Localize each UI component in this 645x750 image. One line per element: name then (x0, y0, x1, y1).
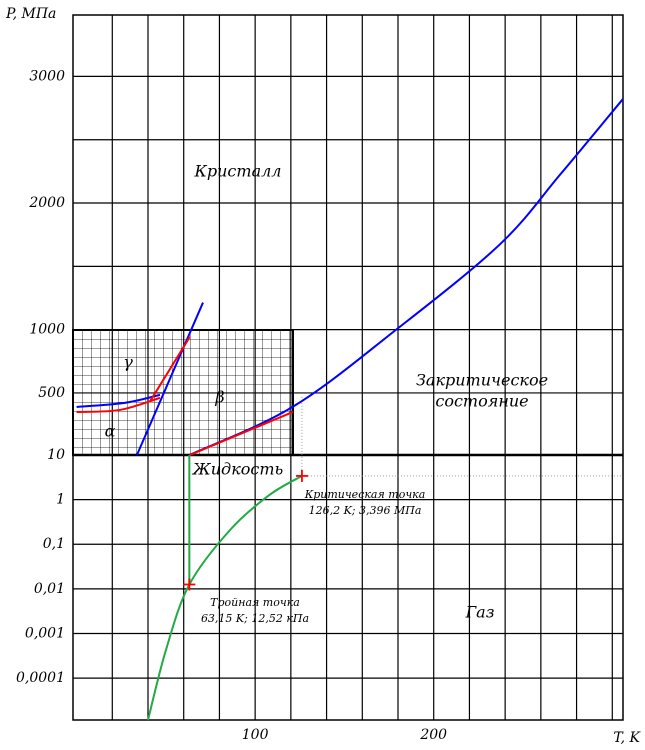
point-label: 126,2 K; 3,396 МПа (309, 504, 422, 517)
phase-label: γ (123, 353, 133, 372)
phase-label: α (105, 422, 116, 441)
y-axis-label: P, МПа (5, 6, 56, 22)
y-tick-label: 0,001 (25, 625, 65, 641)
x-tick-label: 200 (419, 727, 447, 743)
point-label: Тройная точка (210, 596, 300, 609)
plot (72, 14, 624, 721)
y-tick-label: 1000 (29, 322, 65, 338)
y-tick-label: 10 (47, 447, 65, 463)
region-label: Закритическое (416, 371, 548, 390)
curve (188, 98, 624, 456)
curve (148, 336, 191, 403)
x-axis-label: T, K (613, 730, 641, 746)
point-label: 63,15 K; 12,52 кПа (201, 612, 309, 625)
y-tick-label: 2000 (28, 195, 65, 211)
y-tick-label: 500 (38, 385, 65, 401)
point-marker (295, 469, 308, 482)
curve (136, 302, 204, 456)
x-tick-label: 100 (242, 727, 269, 743)
region-label: состояние (435, 392, 528, 411)
inset-frame (72, 329, 294, 456)
point-label: Критическая точка (304, 488, 426, 501)
y-tick-label: 0,0001 (16, 670, 65, 686)
point-marker (183, 578, 196, 591)
y-tick-label: 0,1 (43, 536, 65, 552)
region-label: Кристалл (194, 162, 282, 181)
y-tick-label: 3000 (29, 68, 65, 84)
y-tick-label: 1 (56, 492, 65, 508)
region-label: Жидкость (192, 460, 283, 479)
phase-label: β (214, 388, 224, 407)
region-label: Газ (465, 603, 495, 622)
curve (189, 411, 294, 456)
curve (147, 475, 303, 721)
y-tick-label: 0,01 (34, 581, 65, 597)
